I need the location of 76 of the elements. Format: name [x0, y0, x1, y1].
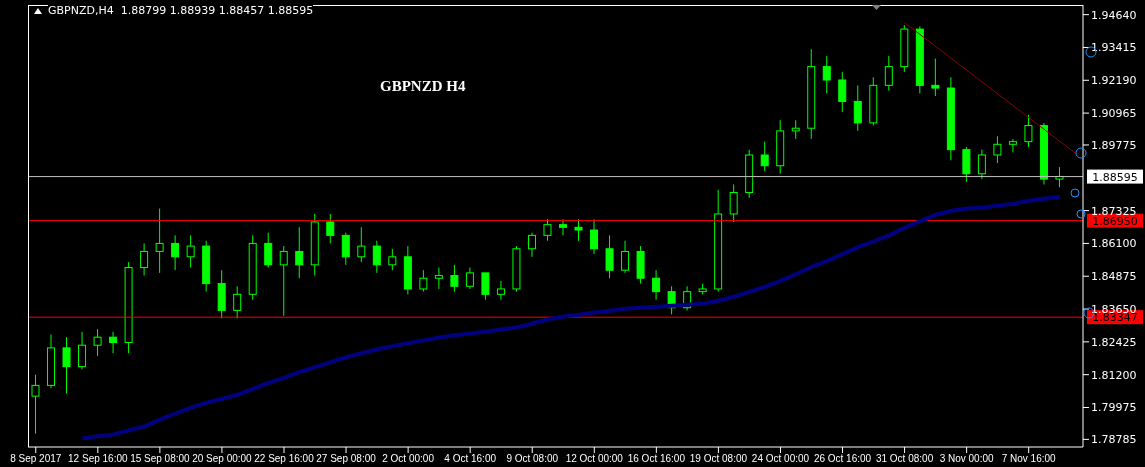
- candlestick: [496, 280, 505, 301]
- candlestick: [326, 213, 335, 244]
- candlestick: [357, 226, 366, 263]
- x-tick-label: 8 Sep 2017: [10, 453, 62, 465]
- x-tick-label: 12 Sep 16:00: [68, 453, 128, 465]
- candlestick: [155, 208, 164, 274]
- candlestick: [559, 218, 567, 236]
- candlestick: [62, 336, 71, 394]
- candlestick: [590, 218, 599, 255]
- y-tick-label: 1.81200: [1091, 368, 1137, 382]
- candlestick: [481, 272, 490, 301]
- candlestick: [295, 226, 304, 279]
- x-tick-label: 12 Oct 00:00: [565, 453, 624, 465]
- candlestick: [652, 269, 661, 301]
- candlestick: [977, 149, 986, 180]
- x-tick-label: 7 Nov 16:00: [1001, 453, 1057, 465]
- x-tick-label: 9 Oct 08:00: [506, 453, 559, 465]
- candlestick: [31, 374, 40, 435]
- candlestick: [838, 71, 847, 113]
- annotation: GBPNZD,H4 1.88799 1.88939 1.88457 1.88595: [48, 4, 314, 17]
- y-tick-label: 1.86100: [1091, 237, 1137, 251]
- x-tick-label: 27 Sep 08:00: [316, 453, 377, 465]
- candlestick: [1008, 138, 1017, 153]
- candlestick: [450, 264, 459, 293]
- y-tick-label: 1.82425: [1091, 335, 1137, 349]
- x-tick-label: 26 Oct 16:00: [813, 453, 872, 465]
- x-tick-label: 3 Nov 00:00: [939, 453, 995, 465]
- candlestick: [543, 218, 552, 242]
- line-series: [80, 194, 1062, 441]
- y-tick-label: 1.92190: [1091, 74, 1137, 88]
- candlestick: [233, 285, 242, 319]
- x-tick-label: 31 Oct 08:00: [875, 453, 934, 465]
- candlestick: [465, 267, 474, 290]
- y-tick-label: 1.89775: [1091, 138, 1137, 152]
- candlestick: [264, 232, 273, 269]
- y-tick-label: 1.79975: [1091, 401, 1137, 415]
- x-tick-label: 16 Oct 16:00: [627, 453, 686, 465]
- candlestick: [791, 119, 800, 140]
- candlestick: [884, 55, 893, 92]
- candlestick: [853, 84, 862, 132]
- candlestick: [729, 183, 738, 223]
- candlestick: [171, 234, 180, 271]
- x-tick-label: 24 Oct 00:00: [751, 453, 810, 465]
- candlestick: [621, 240, 630, 274]
- candlestick: [419, 269, 428, 293]
- candlestick: [434, 267, 443, 290]
- y-tick-label: 1.78785: [1091, 433, 1137, 447]
- candlestick: [372, 240, 381, 274]
- y-tick-label: 1.94640: [1091, 8, 1137, 22]
- y-tick-label: 1.90965: [1091, 106, 1137, 120]
- candlestick: [822, 55, 831, 94]
- x-tick-label: 22 Sep 16:00: [254, 453, 315, 465]
- candlestick: [279, 245, 288, 317]
- candlestick: [1024, 114, 1033, 148]
- candlestick: [574, 218, 583, 242]
- text: GBPNZD H4: [380, 78, 466, 95]
- x-tick-label: 19 Oct 08:00: [689, 453, 748, 465]
- x-tick-label: 4 Oct 16:00: [444, 453, 497, 465]
- x-tick-label: 20 Sep 00:00: [192, 453, 253, 465]
- candlestick: [993, 135, 1002, 164]
- candlestick: [186, 234, 195, 269]
- candlestick: [341, 232, 350, 266]
- ref-line-label: 1.88595: [1092, 170, 1138, 184]
- x-tick-label: 2 Oct 00:00: [382, 453, 435, 465]
- candlestick: [760, 141, 769, 172]
- candlestick: [931, 58, 940, 97]
- y-tick-label: 1.84875: [1091, 270, 1137, 284]
- candlestick: [140, 242, 149, 277]
- x-tick-label: 15 Sep 08:00: [130, 453, 191, 465]
- candlestick: [527, 232, 536, 258]
- candlestick: [388, 248, 397, 271]
- candlestick: [605, 234, 614, 279]
- candlestick: [109, 331, 118, 354]
- y-tick-label: 1.93415: [1091, 41, 1137, 55]
- candlestick: [78, 331, 87, 370]
- candlestick: [93, 328, 102, 357]
